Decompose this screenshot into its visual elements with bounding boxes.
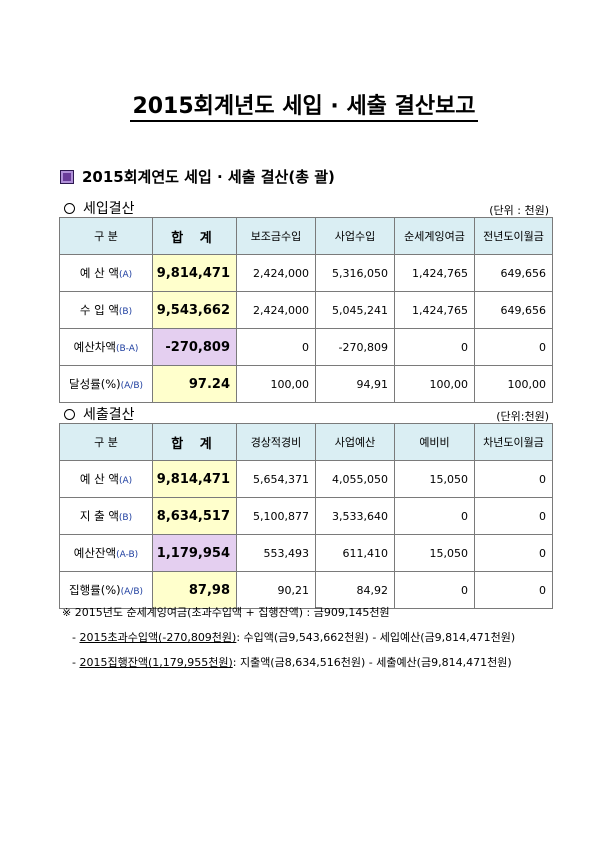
header-col: 경상적경비 (236, 423, 316, 461)
total-cell: 9,814,471 (152, 460, 237, 498)
value-cell: 100,00 (474, 365, 553, 403)
total-cell: 8,634,517 (152, 497, 237, 535)
value-cell: 15,050 (394, 534, 475, 572)
header-category: 구 분 (59, 217, 153, 255)
value-cell: 15,050 (394, 460, 475, 498)
value-cell: 0 (474, 571, 553, 609)
table-row: 달성률(%)(A/B) 97.24 100,00 94,91 100,00 100,00 (59, 365, 553, 403)
header-col: 순세계잉여금 (394, 217, 475, 255)
row-label: 달성률(%)(A/B) (59, 365, 153, 403)
header-col: 전년도이월금 (474, 217, 553, 255)
note-underlined: 2015집행잔액(1,179,955천원) (79, 656, 233, 669)
value-cell: 553,493 (236, 534, 316, 572)
value-cell: 5,045,241 (315, 291, 395, 329)
value-cell: 100,00 (394, 365, 475, 403)
value-cell: -270,809 (315, 328, 395, 366)
value-cell: 84,92 (315, 571, 395, 609)
header-col: 사업예산 (315, 423, 395, 461)
note-line-2: - 2015집행잔액(1,179,955천원): 지출액(금8,634,516천… (72, 656, 512, 669)
table-row: 집행률(%)(A/B) 87,98 90,21 84,92 0 0 (59, 571, 553, 609)
note-underlined: 2015초과수입액(-270,809천원) (79, 631, 237, 644)
value-cell: 4,055,050 (315, 460, 395, 498)
table-row: 예산차액(B-A) -270,809 0 -270,809 0 0 (59, 328, 553, 366)
header-col: 예비비 (394, 423, 475, 461)
revenue-heading: 세입결산 (64, 198, 135, 218)
value-cell: 0 (474, 497, 553, 535)
value-cell: 90,21 (236, 571, 316, 609)
total-cell: 9,543,662 (152, 291, 237, 329)
value-cell: 611,410 (315, 534, 395, 572)
total-cell: 97.24 (152, 365, 237, 403)
value-cell: 0 (474, 534, 553, 572)
expense-table: 구 분 합 계 경상적경비 사업예산 예비비 차년도이월금 예 산 액(A) 9,… (59, 423, 553, 609)
row-label: 예 산 액(A) (59, 254, 153, 292)
value-cell: 0 (394, 328, 475, 366)
total-cell: 87,98 (152, 571, 237, 609)
table-row: 지 출 액(B) 8,634,517 5,100,877 3,533,640 0 0 (59, 497, 553, 535)
row-label: 지 출 액(B) (59, 497, 153, 535)
row-label: 집행률(%)(A/B) (59, 571, 153, 609)
value-cell: 2,424,000 (236, 291, 316, 329)
total-cell: -270,809 (152, 328, 237, 366)
header-col: 보조금수입 (236, 217, 316, 255)
value-cell: 0 (236, 328, 316, 366)
page-title: 2015회계년도 세입 · 세출 결산보고 (0, 88, 608, 122)
note-main: ※ 2015년도 순세계잉여금(초과수입액 + 집행잔액) : 금909,145… (62, 606, 390, 619)
row-label: 수 입 액(B) (59, 291, 153, 329)
table-header-row: 구 분 합 계 보조금수입 사업수입 순세계잉여금 전년도이월금 (59, 217, 553, 255)
value-cell: 0 (474, 460, 553, 498)
section-heading: 2015회계연도 세입 · 세출 결산(총 괄) (60, 166, 335, 187)
value-cell: 5,654,371 (236, 460, 316, 498)
value-cell: 5,100,877 (236, 497, 316, 535)
total-cell: 9,814,471 (152, 254, 237, 292)
header-total: 합 계 (152, 217, 237, 255)
value-cell: 1,424,765 (394, 254, 475, 292)
row-label: 예산잔액(A-B) (59, 534, 153, 572)
value-cell: 100,00 (236, 365, 316, 403)
circle-bullet-icon (64, 202, 75, 214)
header-total: 합 계 (152, 423, 237, 461)
revenue-unit: (단위 : 천원) (489, 204, 549, 217)
value-cell: 0 (474, 328, 553, 366)
value-cell: 2,424,000 (236, 254, 316, 292)
note-line-1: - 2015초과수입액(-270,809천원): 수입액(금9,543,662천… (72, 631, 516, 644)
circle-bullet-icon (64, 408, 75, 420)
expense-unit: (단위:천원) (496, 410, 549, 423)
header-category: 구 분 (59, 423, 153, 461)
value-cell: 1,424,765 (394, 291, 475, 329)
row-label: 예 산 액(A) (59, 460, 153, 498)
value-cell: 649,656 (474, 254, 553, 292)
total-cell: 1,179,954 (152, 534, 237, 572)
value-cell: 0 (394, 497, 475, 535)
revenue-table: 구 분 합 계 보조금수입 사업수입 순세계잉여금 전년도이월금 예 산 액(A… (59, 217, 553, 403)
row-label: 예산차액(B-A) (59, 328, 153, 366)
table-row: 수 입 액(B) 9,543,662 2,424,000 5,045,241 1,424… (59, 291, 553, 329)
table-row: 예 산 액(A) 9,814,471 5,654,371 4,055,050 15,05… (59, 460, 553, 498)
purple-square-bullet-icon (60, 169, 74, 184)
value-cell: 649,656 (474, 291, 553, 329)
header-col: 차년도이월금 (474, 423, 553, 461)
expense-heading: 세출결산 (64, 404, 135, 424)
value-cell: 94,91 (315, 365, 395, 403)
value-cell: 0 (394, 571, 475, 609)
table-row: 예산잔액(A-B) 1,179,954 553,493 611,410 15,050 0 (59, 534, 553, 572)
value-cell: 5,316,050 (315, 254, 395, 292)
table-row: 예 산 액(A) 9,814,471 2,424,000 5,316,050 1,424… (59, 254, 553, 292)
value-cell: 3,533,640 (315, 497, 395, 535)
header-col: 사업수입 (315, 217, 395, 255)
table-header-row: 구 분 합 계 경상적경비 사업예산 예비비 차년도이월금 (59, 423, 553, 461)
